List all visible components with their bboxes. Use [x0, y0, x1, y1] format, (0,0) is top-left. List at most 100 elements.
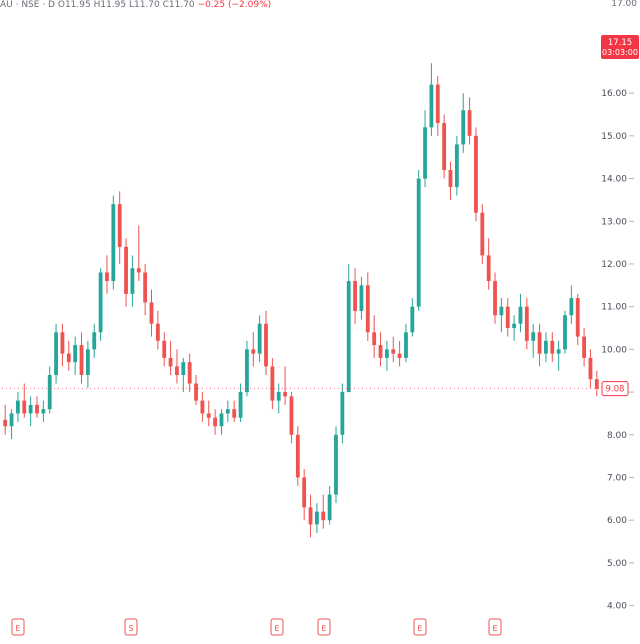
event-marker[interactable] — [270, 618, 284, 636]
price-tick-label: 7.00 — [607, 473, 627, 483]
candle-body — [365, 285, 370, 333]
candle — [505, 298, 510, 337]
candle — [15, 392, 20, 422]
candle — [537, 323, 542, 367]
candle — [563, 310, 567, 354]
candle — [582, 328, 587, 367]
candle-body — [245, 349, 249, 393]
event-marker[interactable] — [413, 618, 427, 636]
candle — [448, 161, 453, 200]
candle — [130, 255, 135, 307]
price-tick-label: 14.00 — [601, 175, 627, 185]
candle — [556, 340, 561, 371]
candle — [54, 323, 58, 384]
change-value: −0.25 (−2.09%) — [197, 0, 272, 10]
candle — [28, 396, 33, 427]
candle-body — [264, 323, 268, 367]
candle-body — [136, 268, 141, 273]
candle — [480, 204, 485, 264]
candle — [66, 340, 71, 371]
candle-body — [321, 511, 326, 521]
candle — [73, 336, 78, 375]
candle-body — [582, 336, 587, 358]
candle — [295, 426, 300, 487]
event-marker-label: E — [15, 624, 20, 633]
candle-body — [66, 353, 71, 363]
candle — [41, 400, 46, 422]
candle-body — [359, 285, 364, 311]
candle — [117, 191, 122, 264]
last-price-badge — [601, 35, 639, 60]
candle-body — [435, 84, 440, 124]
candle — [588, 349, 593, 388]
candle-body — [60, 332, 65, 354]
candle — [404, 323, 408, 363]
symbol-legend: AU · NSE · D O11.95 H11.95 L11.70 C11.70… — [0, 0, 271, 12]
candle — [289, 392, 294, 444]
candle-body — [295, 434, 300, 478]
candle-body — [588, 357, 593, 380]
candle-body — [73, 345, 78, 363]
candle — [143, 263, 148, 316]
event-marker-label: E — [492, 624, 497, 633]
event-marker[interactable] — [488, 618, 502, 636]
candle-body — [22, 400, 27, 414]
candle-body — [41, 409, 46, 414]
candle-body — [391, 349, 396, 354]
price-tick-label: 13.00 — [601, 217, 627, 227]
event-marker[interactable] — [11, 618, 25, 636]
candle — [372, 315, 377, 358]
candle-body — [15, 400, 20, 414]
candle-body — [518, 306, 523, 324]
candle — [435, 76, 440, 136]
candle-body — [575, 298, 580, 337]
candle-body — [346, 281, 351, 393]
candle — [346, 263, 351, 393]
candle — [493, 272, 497, 324]
price-tick-label: 16.00 — [601, 89, 627, 99]
candle-body — [404, 332, 408, 358]
candle — [92, 323, 97, 358]
candle-body — [143, 272, 148, 303]
candle — [314, 503, 319, 533]
candle-body — [378, 345, 383, 358]
event-marker[interactable] — [124, 618, 138, 636]
candle — [232, 400, 237, 422]
event-marker[interactable] — [317, 618, 331, 636]
candle-body — [302, 477, 307, 508]
candle — [225, 400, 230, 422]
candle-body — [314, 511, 319, 525]
candle — [79, 332, 84, 384]
candle-body — [505, 306, 510, 329]
candle-body — [512, 323, 517, 329]
candle-body — [124, 246, 128, 294]
last-price-value: 17.15 — [608, 38, 632, 48]
candle-body — [493, 281, 497, 316]
candle — [353, 268, 357, 324]
candle — [155, 310, 160, 350]
ohlc-values: O11.95 H11.95 L11.70 C11.70 — [57, 0, 195, 10]
candle-body — [194, 383, 198, 401]
candle-body — [35, 404, 39, 414]
candle-body — [372, 332, 377, 346]
candle-body — [537, 332, 542, 354]
candle — [270, 357, 275, 410]
candles-layer — [3, 63, 599, 538]
candle — [359, 276, 364, 320]
candle — [454, 135, 459, 196]
bar-countdown: 03:03:00 — [602, 48, 638, 57]
price-axis[interactable]: 17.004.005.006.007.008.009.0010.0011.001… — [601, 0, 637, 612]
candle — [175, 349, 179, 384]
price-tick-label: 8.00 — [607, 431, 627, 441]
candle — [264, 310, 268, 375]
candle-body — [28, 404, 33, 414]
candle-body — [486, 255, 491, 282]
candle-body — [3, 419, 8, 427]
candle — [594, 370, 599, 397]
candle — [168, 340, 173, 375]
candle-body — [238, 392, 243, 418]
candle — [416, 170, 421, 311]
